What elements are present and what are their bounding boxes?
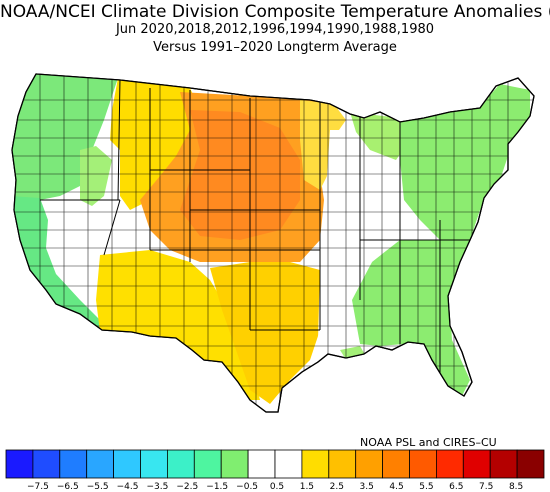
scale-swatch bbox=[220, 449, 249, 479]
scale-swatch bbox=[435, 449, 464, 479]
scale-tick-label: 2.5 bbox=[330, 482, 344, 492]
region-gulf-coast bbox=[318, 262, 372, 352]
scale-swatch bbox=[247, 449, 276, 479]
composite-years: Jun 2020,2018,2012,1996,1994,1990,1988,1… bbox=[115, 22, 435, 37]
scale-swatch bbox=[113, 449, 141, 479]
scale-tick-label: 1.5 bbox=[300, 482, 314, 492]
scale-tick-label: 3.5 bbox=[360, 482, 374, 492]
scale-swatch bbox=[86, 449, 114, 479]
scale-swatch bbox=[32, 449, 61, 479]
scale-tick-label: −2.5 bbox=[176, 482, 198, 492]
scale-swatch bbox=[489, 449, 518, 479]
scale-tick-label: −5.5 bbox=[87, 482, 109, 492]
scale-swatch bbox=[355, 449, 384, 479]
region-central-plains-core bbox=[180, 110, 300, 240]
scale-swatch bbox=[328, 449, 357, 479]
scale-tick-label: −0.5 bbox=[236, 482, 258, 492]
region-upper-midwest bbox=[300, 100, 346, 190]
scale-tick-label: −4.5 bbox=[117, 482, 139, 492]
scale-swatch bbox=[274, 449, 303, 479]
us-anomaly-map bbox=[11, 73, 535, 413]
scale-swatch bbox=[462, 449, 491, 479]
region-northern-rockies bbox=[110, 78, 200, 210]
scale-tick-label: 8.5 bbox=[509, 482, 523, 492]
scale-swatch bbox=[166, 449, 195, 479]
scale-tick-label: −6.5 bbox=[57, 482, 79, 492]
map-title: NOAA/NCEI Climate Division Composite Tem… bbox=[0, 2, 550, 22]
scale-tick-label: −3.5 bbox=[147, 482, 169, 492]
scale-tick-label: −1.5 bbox=[206, 482, 228, 492]
scale-tick-label: 4.5 bbox=[389, 482, 403, 492]
scale-swatch bbox=[59, 449, 88, 479]
scale-tick-label: 0.5 bbox=[270, 482, 284, 492]
data-credit: NOAA PSL and CIRES–CU bbox=[360, 436, 497, 449]
scale-tick-label: 6.5 bbox=[449, 482, 463, 492]
us-border bbox=[11, 73, 535, 413]
scale-tick-label: −7.5 bbox=[27, 482, 49, 492]
scale-tick-label: 7.5 bbox=[479, 482, 493, 492]
region-southern-plains bbox=[210, 262, 320, 404]
scale-swatch bbox=[5, 449, 34, 479]
color-scale: −7.5 −6.5 −5.5 −4.5 −3.5 −2.5 −1.5 −0.5 0.5 1.5 2.… bbox=[5, 449, 545, 492]
scale-swatch bbox=[301, 449, 330, 479]
scale-swatch bbox=[140, 449, 168, 479]
scale-swatch bbox=[409, 449, 437, 479]
region-northeast bbox=[400, 84, 530, 240]
scale-tick-label: 5.5 bbox=[419, 482, 433, 492]
state-boundaries bbox=[40, 77, 470, 380]
scale-swatch bbox=[382, 449, 410, 479]
region-great-lakes bbox=[350, 112, 410, 160]
baseline-period: Versus 1991–2020 Longterm Average bbox=[153, 40, 397, 55]
scale-swatch bbox=[193, 449, 222, 479]
scale-swatch bbox=[516, 449, 545, 479]
